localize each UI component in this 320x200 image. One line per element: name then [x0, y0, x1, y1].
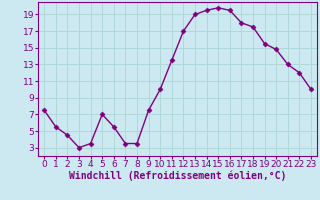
- X-axis label: Windchill (Refroidissement éolien,°C): Windchill (Refroidissement éolien,°C): [69, 171, 286, 181]
